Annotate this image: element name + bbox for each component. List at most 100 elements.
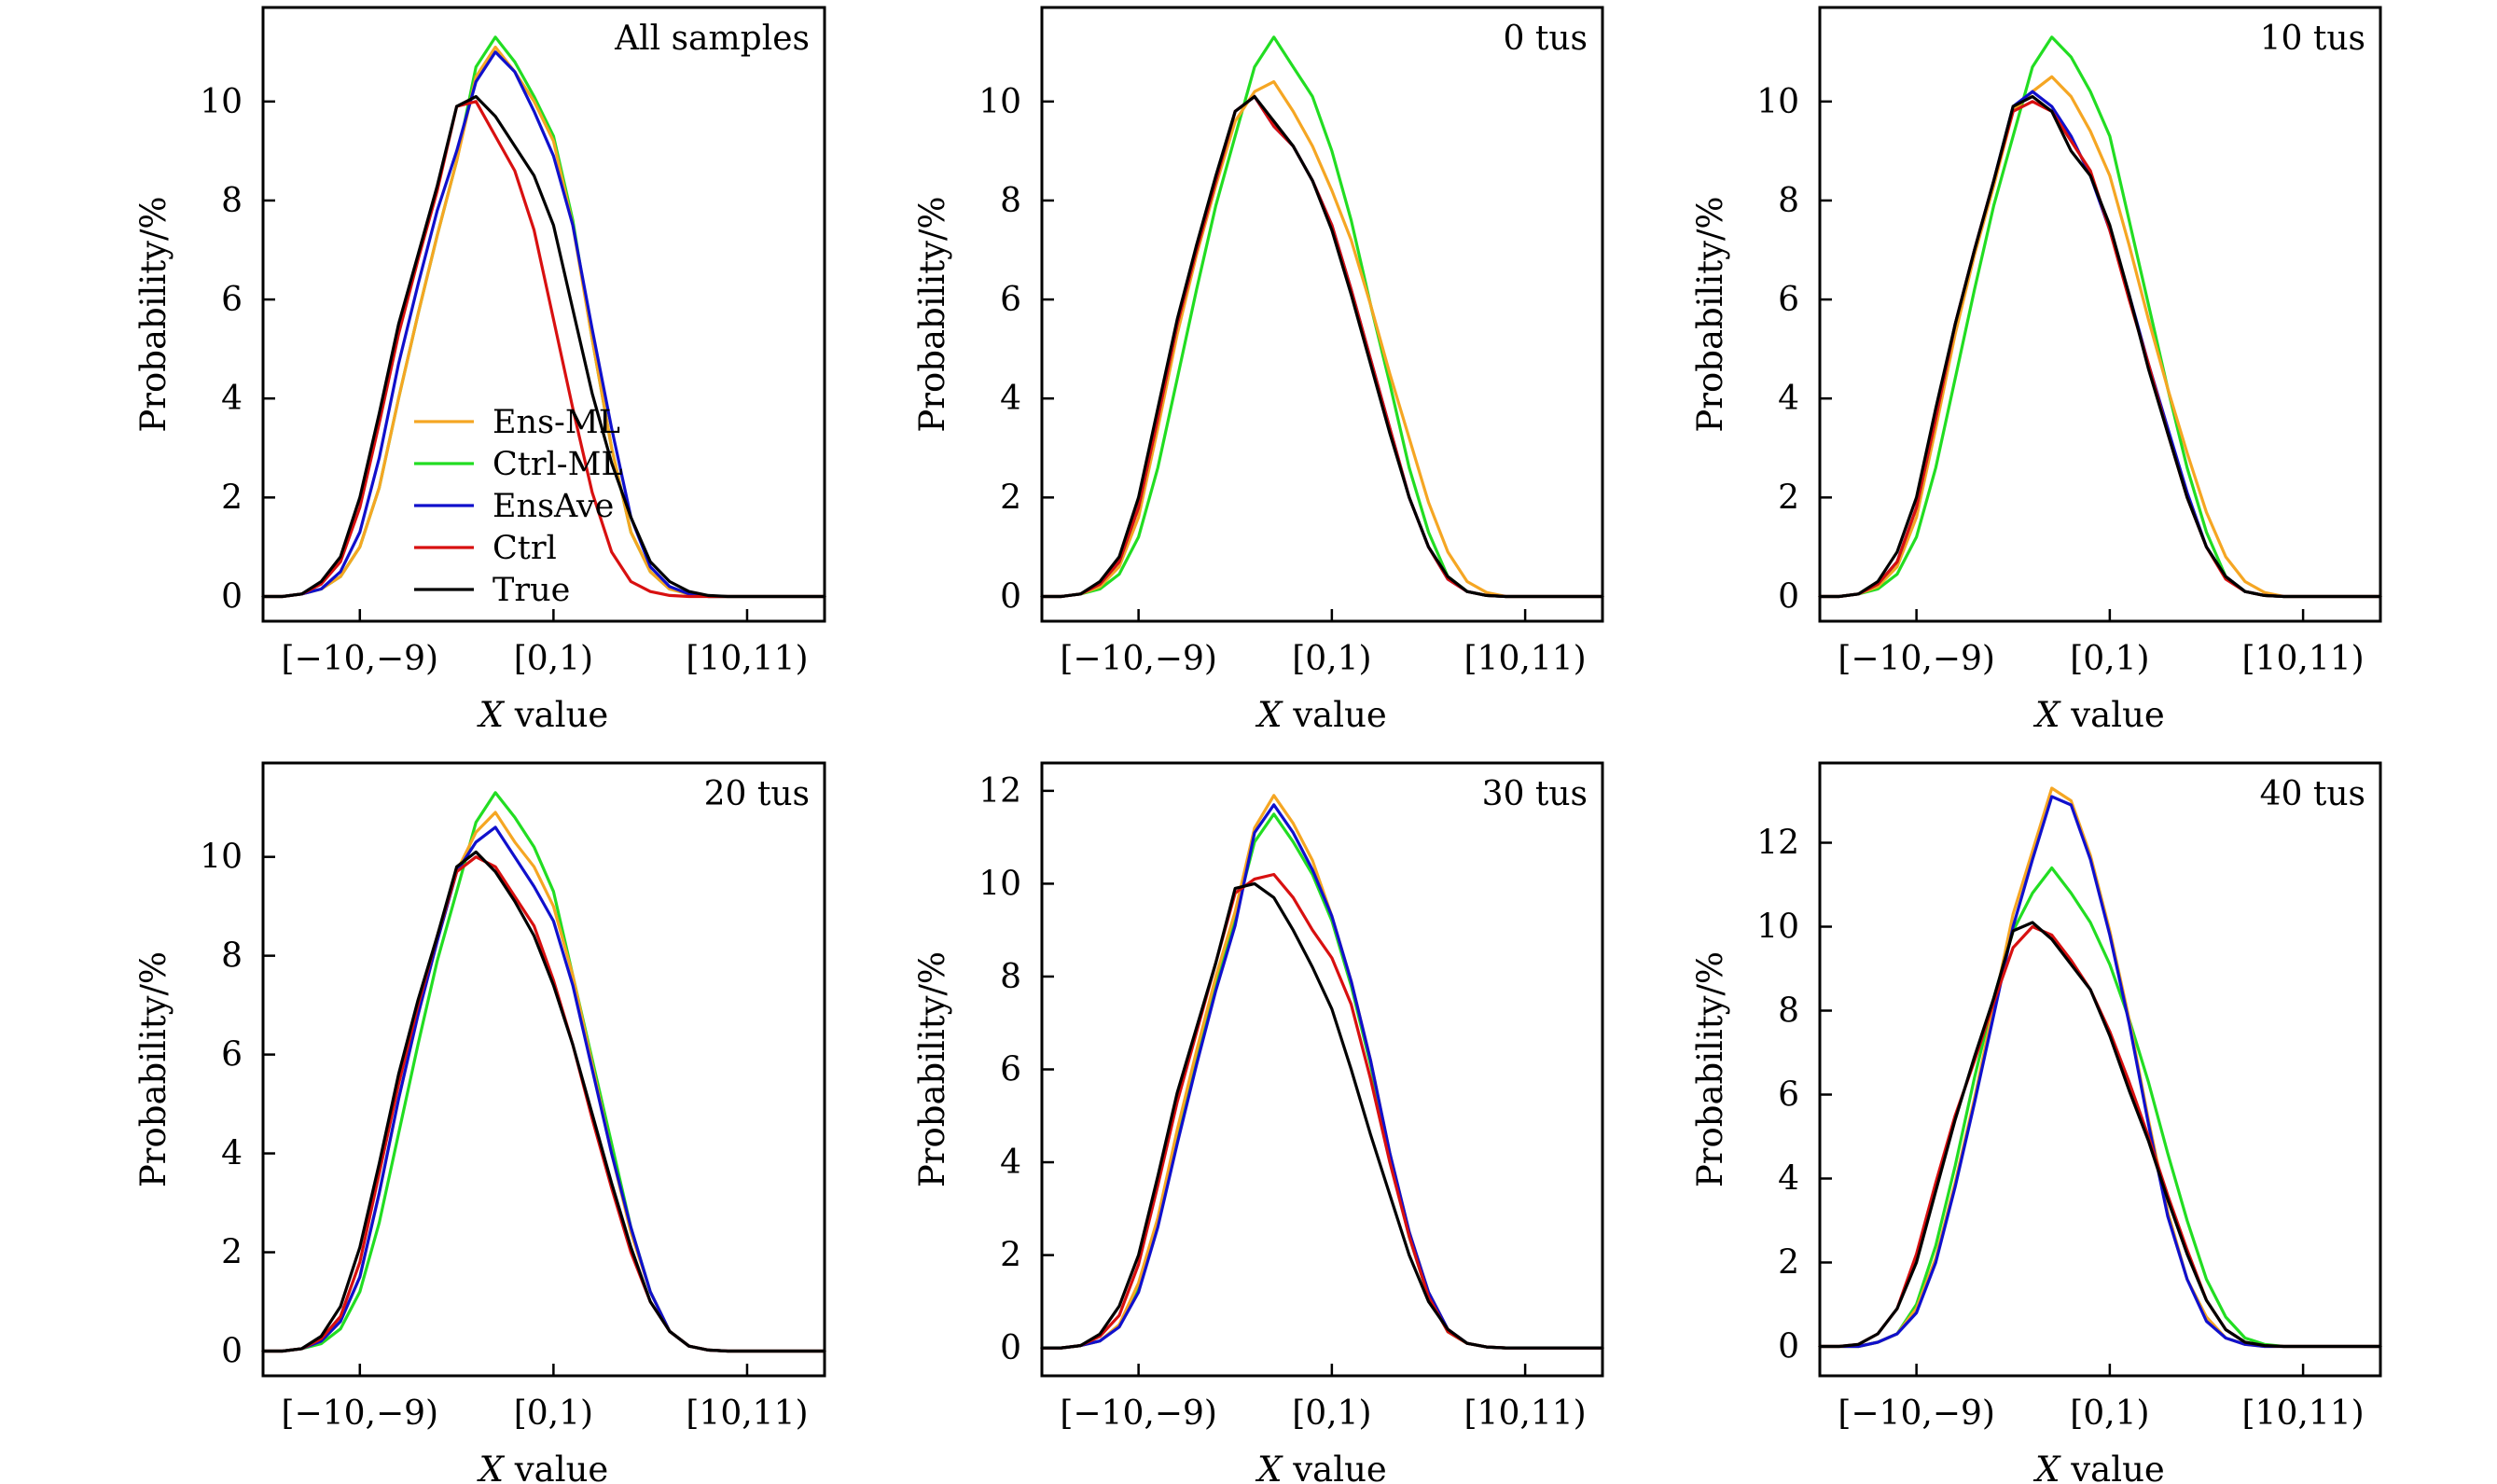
series-line-ctrl-ml xyxy=(1818,866,2382,1349)
y-tick-label: 8 xyxy=(1778,992,1799,1031)
y-tick-label: 10 xyxy=(978,83,1021,121)
y-tick-label: 10 xyxy=(200,83,243,121)
panel-title: 20 tus xyxy=(704,775,810,813)
y-axis-label: Probability/% xyxy=(1690,951,1730,1187)
y-axis-label: Probability/% xyxy=(1690,196,1730,432)
y-tick-label: 4 xyxy=(221,1135,243,1173)
panel-title: 40 tus xyxy=(2260,775,2365,813)
y-tick-label: 0 xyxy=(1000,577,1021,616)
legend-label: True xyxy=(492,572,570,609)
x-tick-label: [10,11) xyxy=(1464,640,1587,678)
legend-label: Ctrl xyxy=(492,530,557,567)
series-line-ens-ml xyxy=(1818,75,2382,599)
x-tick-label: [−10,−9) xyxy=(282,1394,439,1433)
panel-title: 10 tus xyxy=(2260,20,2365,58)
x-tick-label: [−10,−9) xyxy=(1838,640,1995,678)
chart-panel-2: 0 2 4 6 8 10 [−10,−9) [0,1) [10,11) X value Probab… xyxy=(1690,6,2382,735)
series-line-ens-ml xyxy=(261,811,826,1353)
y-tick-label: 6 xyxy=(221,1036,243,1075)
x-tick-label: [0,1) xyxy=(2070,1394,2149,1433)
x-tick-label: [10,11) xyxy=(686,640,808,678)
x-axis-label: X value xyxy=(477,695,609,735)
x-tick-label: [−10,−9) xyxy=(1060,1394,1217,1433)
series-line-true xyxy=(261,850,826,1353)
plot-frame xyxy=(261,6,826,623)
plot-frame xyxy=(1818,6,2382,623)
x-tick-label: [0,1) xyxy=(2070,640,2149,678)
y-tick-label: 8 xyxy=(1000,958,1021,996)
plot-frame xyxy=(1818,761,2382,1378)
y-tick-label: 4 xyxy=(221,380,243,418)
panel-title: 0 tus xyxy=(1504,20,1588,58)
y-tick-label: 12 xyxy=(978,772,1021,811)
y-tick-label: 6 xyxy=(1000,281,1021,319)
y-tick-label: 8 xyxy=(1000,182,1021,220)
y-tick-label: 10 xyxy=(200,839,243,877)
y-tick-label: 6 xyxy=(1778,1076,1799,1115)
x-tick-label: [10,11) xyxy=(686,1394,808,1433)
y-axis-label: Probability/% xyxy=(912,951,952,1187)
y-tick-label: 8 xyxy=(221,182,243,220)
series-line-true xyxy=(1818,94,2382,599)
y-tick-label: 12 xyxy=(1756,825,1799,863)
series-line-ctrl xyxy=(261,855,826,1353)
chart-panel-4: 0 2 4 6 8 10 12 [−10,−9) [0,1) [10,11) X value Prob… xyxy=(912,761,1604,1484)
series-line-true xyxy=(1040,881,1604,1350)
y-tick-label: 2 xyxy=(1000,1237,1021,1275)
y-axis-label: Probability/% xyxy=(133,951,173,1187)
legend: Ens-ML Ctrl-ML EnsAve Ctrl True xyxy=(414,404,623,609)
x-tick-label: [0,1) xyxy=(514,1394,593,1433)
series-line-true xyxy=(1040,94,1604,599)
y-axis-label: Probability/% xyxy=(912,196,952,432)
y-tick-label: 0 xyxy=(221,577,243,616)
chart-panel-1: 0 2 4 6 8 10 [−10,−9) [0,1) [10,11) X value Probab… xyxy=(912,6,1604,735)
y-tick-label: 0 xyxy=(1000,1329,1021,1367)
y-tick-label: 4 xyxy=(1778,1160,1799,1199)
y-tick-label: 2 xyxy=(221,1234,243,1272)
x-tick-label: [0,1) xyxy=(1292,1394,1371,1433)
series-line-ctrl xyxy=(1040,872,1604,1350)
y-tick-label: 6 xyxy=(1778,281,1799,319)
y-tick-label: 6 xyxy=(221,281,243,319)
x-axis-label: X value xyxy=(1255,695,1387,735)
series-line-true xyxy=(1818,921,2382,1349)
y-tick-label: 2 xyxy=(1000,478,1021,517)
legend-label: Ctrl-ML xyxy=(492,446,623,483)
x-tick-label: [10,11) xyxy=(2242,640,2365,678)
y-tick-label: 2 xyxy=(1778,478,1799,517)
series-line-ens-ml xyxy=(1040,79,1604,599)
legend-label: EnsAve xyxy=(492,488,614,525)
y-axis-label: Probability/% xyxy=(133,196,173,432)
panel-title: All samples xyxy=(614,20,810,58)
series-line-ctrl xyxy=(1818,100,2382,599)
y-tick-label: 8 xyxy=(1778,182,1799,220)
x-tick-label: [0,1) xyxy=(1292,640,1371,678)
plot-frame xyxy=(1040,761,1604,1378)
y-tick-label: 2 xyxy=(1778,1244,1799,1283)
x-tick-label: [−10,−9) xyxy=(1838,1394,1995,1433)
series-line-ens-ml xyxy=(1818,786,2382,1349)
y-tick-label: 8 xyxy=(221,937,243,976)
y-tick-label: 0 xyxy=(1778,577,1799,616)
y-tick-label: 2 xyxy=(221,478,243,517)
chart-panel-5: 0 2 4 6 8 10 12 [−10,−9) [0,1) [10,11) X value Prob… xyxy=(1690,761,2382,1484)
x-tick-label: [0,1) xyxy=(514,640,593,678)
x-tick-label: [10,11) xyxy=(2242,1394,2365,1433)
y-tick-label: 4 xyxy=(1000,380,1021,418)
series-line-ensave xyxy=(1818,795,2382,1349)
series-line-ctrl-ml xyxy=(1818,35,2382,599)
plot-frame xyxy=(261,761,826,1378)
y-tick-label: 10 xyxy=(1756,83,1799,121)
x-axis-label: X value xyxy=(477,1449,609,1484)
series-line-true xyxy=(261,94,826,599)
series-line-ens-ml xyxy=(1040,794,1604,1350)
y-tick-label: 4 xyxy=(1778,380,1799,418)
x-tick-label: [−10,−9) xyxy=(282,640,439,678)
y-tick-label: 10 xyxy=(1756,908,1799,947)
series-line-ctrl-ml xyxy=(261,791,826,1353)
x-tick-label: [10,11) xyxy=(1464,1394,1587,1433)
x-axis-label: X value xyxy=(2032,1449,2165,1484)
series-line-ensave xyxy=(261,825,826,1353)
panel-title: 30 tus xyxy=(1482,775,1588,813)
